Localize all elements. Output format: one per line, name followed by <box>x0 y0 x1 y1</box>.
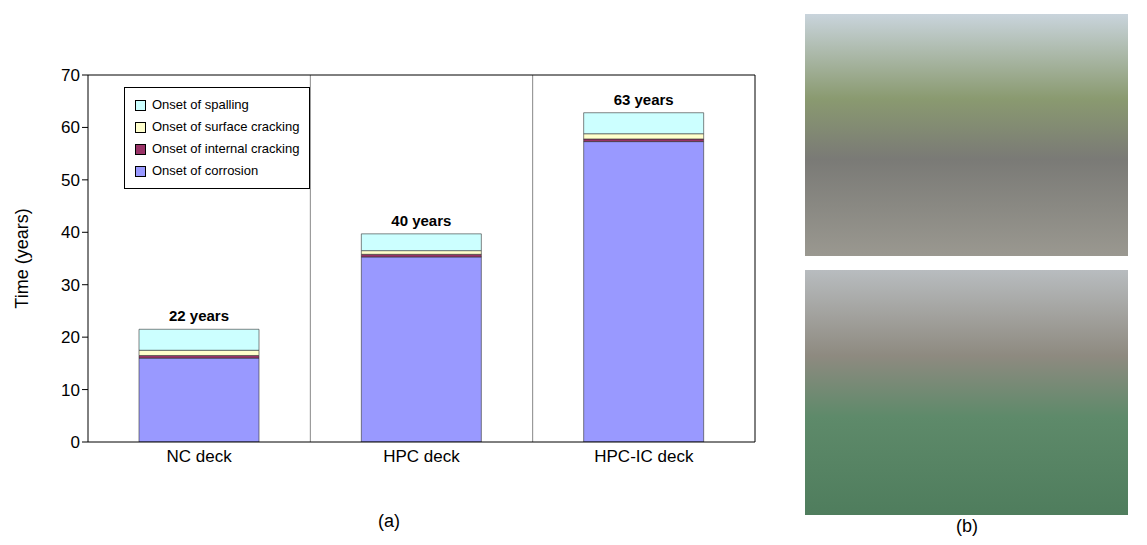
svg-text:50: 50 <box>61 171 80 190</box>
svg-text:40 years: 40 years <box>391 212 451 229</box>
svg-text:NC deck: NC deck <box>167 447 233 466</box>
svg-text:63 years: 63 years <box>614 91 674 108</box>
svg-text:40: 40 <box>61 223 80 242</box>
svg-text:HPC-IC deck: HPC-IC deck <box>594 447 694 466</box>
svg-text:30: 30 <box>61 276 80 295</box>
html-text:Onset of surface cracking: Onset of surface cracking <box>152 119 300 134</box>
svg-text:20: 20 <box>61 328 80 347</box>
html-text:(a): (a) <box>378 511 400 531</box>
html-text:Onset of spalling: Onset of spalling <box>152 97 249 112</box>
svg-text:0: 0 <box>71 433 80 452</box>
html-text:Onset of corrosion: Onset of corrosion <box>152 163 259 178</box>
svg-text:70: 70 <box>61 66 80 85</box>
svg-text:22 years: 22 years <box>169 307 229 324</box>
svg-text:Time (years): Time (years) <box>12 208 32 308</box>
svg-text:10: 10 <box>61 381 80 400</box>
svg-text:HPC deck: HPC deck <box>383 447 460 466</box>
html-text:Onset of internal cracking: Onset of internal cracking <box>152 141 300 156</box>
svg-text:60: 60 <box>61 118 80 137</box>
html-text:(b): (b) <box>956 516 978 536</box>
